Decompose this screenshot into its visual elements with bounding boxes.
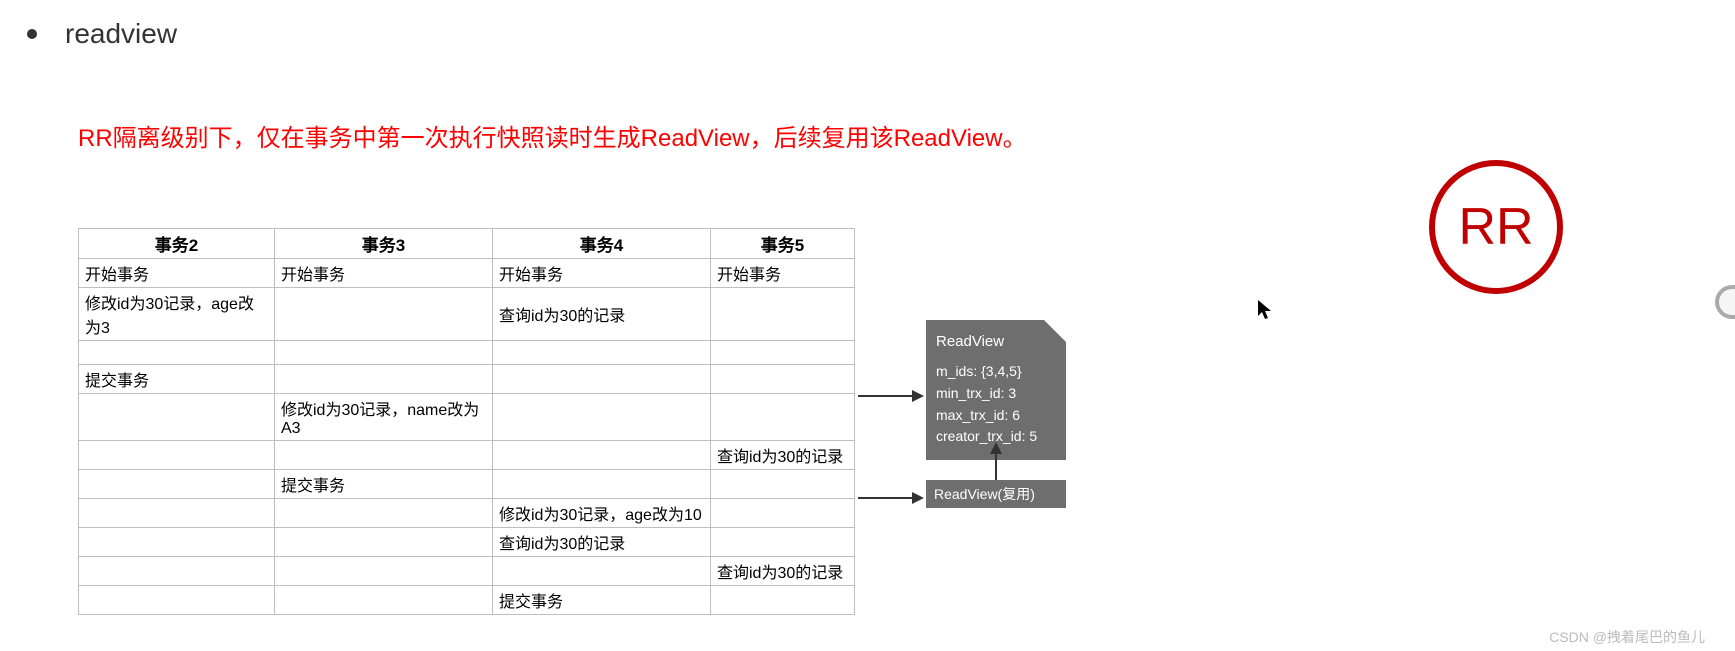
section-title: readview [65,18,177,50]
arrow-right-icon [858,388,924,404]
table-cell [79,557,275,586]
bullet-icon [27,29,37,39]
table-cell [79,394,275,441]
bullet-header: readview [27,18,177,50]
table-cell [711,341,855,365]
table-cell [275,586,493,615]
table-cell [79,528,275,557]
table-cell [493,394,711,441]
table-cell [275,365,493,394]
table-cell [275,528,493,557]
table-cell [711,470,855,499]
table-cell [493,365,711,394]
table-cell [275,441,493,470]
transaction-table: 事务2 事务3 事务4 事务5 开始事务开始事务开始事务开始事务修改id为30记… [78,228,855,615]
table-row: 提交事务 [79,365,855,394]
rr-badge-text: RR [1458,197,1533,257]
cursor-icon [1258,300,1272,325]
table-row [79,341,855,365]
table-cell: 提交事务 [275,470,493,499]
table-cell: 修改id为30记录，age改为10 [493,499,711,528]
table-cell [275,557,493,586]
table-row: 修改id为30记录，age改为10 [79,499,855,528]
table-row: 查询id为30的记录 [79,528,855,557]
readview-title: ReadView [936,330,1056,353]
table-row: 查询id为30的记录 [79,441,855,470]
table-cell: 查询id为30的记录 [493,528,711,557]
col-header: 事务2 [79,229,275,259]
table-cell [275,288,493,341]
table-cell: 修改id为30记录，name改为A3 [275,394,493,441]
table-cell [711,288,855,341]
table-cell [711,528,855,557]
readview-reuse-label: ReadView(复用) [934,486,1035,502]
table-cell [275,341,493,365]
table-cell [493,341,711,365]
readview-mids: m_ids: {3,4,5} [936,361,1056,383]
table-cell [711,586,855,615]
col-header: 事务3 [275,229,493,259]
table-row: 开始事务开始事务开始事务开始事务 [79,259,855,288]
side-pill-icon [1715,285,1735,319]
table-cell [711,365,855,394]
table-row: 修改id为30记录，age改为3 查询id为30的记录 [79,288,855,341]
readview-max: max_trx_id: 6 [936,405,1056,427]
table-row: 修改id为30记录，name改为A3 [79,394,855,441]
table-cell: 提交事务 [493,586,711,615]
table-cell: 查询id为30的记录 [711,441,855,470]
col-header: 事务5 [711,229,855,259]
table-cell: 开始事务 [493,259,711,288]
main-statement: RR隔离级别下，仅在事务中第一次执行快照读时生成ReadView，后续复用该Re… [78,118,1027,153]
readview-min: min_trx_id: 3 [936,383,1056,405]
table-cell [79,341,275,365]
table-cell [711,499,855,528]
table-cell: 开始事务 [275,259,493,288]
table-cell: 查询id为30的记录 [711,557,855,586]
table-cell: 修改id为30记录，age改为3 [79,288,275,341]
table-cell [711,394,855,441]
table-cell: 提交事务 [79,365,275,394]
table-cell [79,470,275,499]
arrow-up-icon [988,442,1004,482]
readview-box: ReadView m_ids: {3,4,5} min_trx_id: 3 ma… [926,320,1066,460]
table-cell: 开始事务 [711,259,855,288]
rr-badge: RR [1429,160,1563,294]
table-cell [493,557,711,586]
table-row: 提交事务 [79,470,855,499]
watermark: CSDN @拽着尾巴的鱼儿 [1549,627,1705,647]
table-cell [493,470,711,499]
table-cell: 查询id为30的记录 [493,288,711,341]
col-header: 事务4 [493,229,711,259]
table-cell [79,499,275,528]
table-cell [275,499,493,528]
transaction-table-wrap: 事务2 事务3 事务4 事务5 开始事务开始事务开始事务开始事务修改id为30记… [78,228,855,615]
readview-reuse-box: ReadView(复用) [926,480,1066,508]
arrow-right-icon [858,490,924,506]
table-row: 提交事务 [79,586,855,615]
table-cell [79,441,275,470]
table-cell [79,586,275,615]
table-cell: 开始事务 [79,259,275,288]
table-cell [493,441,711,470]
table-row: 查询id为30的记录 [79,557,855,586]
